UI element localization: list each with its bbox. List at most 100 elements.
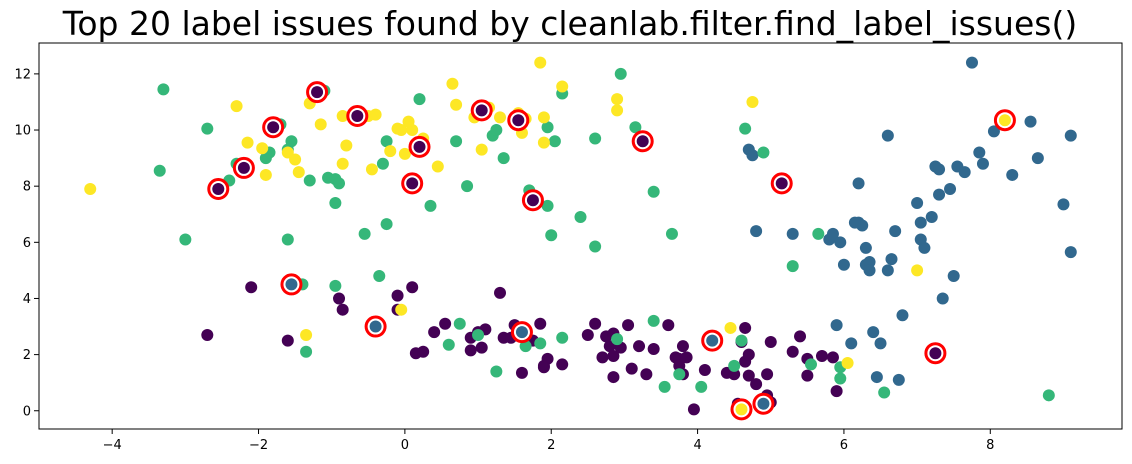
data-point-class-0 [742,369,755,382]
data-point-class-2 [695,380,708,393]
data-point-class-1 [750,225,763,238]
data-point-class-0 [750,378,763,391]
data-point-class-2 [665,227,678,240]
data-point-class-0 [537,361,550,374]
data-point-class-0 [676,340,689,353]
data-point-class-0 [742,348,755,361]
data-point-class-2 [472,328,485,341]
x-tick-label: −2 [249,438,268,453]
label-issue-point [735,403,748,416]
data-point-class-0 [764,335,777,348]
data-point-class-2 [647,185,660,198]
label-issue-point [406,177,419,190]
data-point-class-1 [1057,198,1070,211]
data-point-class-3 [384,145,397,158]
data-point-class-1 [914,216,927,229]
data-point-class-1 [896,309,909,322]
data-point-class-0 [333,292,346,305]
label-issue-point [237,161,250,174]
data-point-class-0 [687,403,700,416]
data-point-class-1 [918,241,931,254]
data-point-class-2 [157,83,170,96]
data-point-class-2 [541,121,554,134]
data-point-class-0 [439,317,452,330]
data-point-class-3 [534,56,547,69]
data-point-class-1 [965,56,978,69]
data-point-class-3 [84,182,97,195]
data-point-class-3 [314,118,327,131]
data-point-class-3 [537,136,550,149]
label-issue-point [285,278,298,291]
data-point-class-0 [680,351,693,364]
data-point-class-1 [874,337,887,350]
data-point-class-0 [391,289,404,302]
label-issue-point [212,182,225,195]
data-point-class-1 [976,157,989,170]
data-point-class-0 [647,342,660,355]
data-point-class-0 [406,281,419,294]
data-point-class-1 [852,177,865,190]
label-issue-point [311,86,324,99]
data-point-class-2 [497,152,510,165]
data-point-class-1 [936,292,949,305]
data-point-class-0 [794,330,807,343]
x-tick-label: 4 [693,438,701,453]
x-axis-ticks: −4 −2 0 2 4 6 8 [103,429,994,453]
data-point-class-2 [757,146,770,159]
data-point-class-3 [241,136,254,149]
data-point-class-2 [424,199,437,212]
data-point-class-3 [398,147,411,160]
data-point-class-3 [336,109,349,122]
data-point-class-0 [739,321,752,334]
label-issue-point [351,109,364,122]
data-point-class-1 [863,255,876,268]
data-point-class-2 [453,317,466,330]
data-point-class-1 [973,146,986,159]
data-point-class-1 [830,319,843,332]
data-point-class-2 [329,197,342,210]
data-point-class-3 [911,264,924,277]
data-point-class-3 [431,160,444,173]
data-point-class-0 [607,350,620,363]
data-point-class-2 [739,122,752,135]
data-point-class-0 [494,286,507,299]
data-point-class-2 [629,121,642,134]
data-point-class-3 [340,139,353,152]
data-point-class-1 [892,373,905,386]
data-point-class-0 [428,326,441,339]
label-issue-point [929,347,942,360]
label-issue-point [515,326,528,339]
plot-area-frame [38,42,1123,430]
y-tick-label: 12 [14,67,31,82]
data-point-class-2 [541,199,554,212]
data-point-class-1 [1024,115,1037,128]
x-tick-label: 2 [547,438,555,453]
data-point-class-2 [333,177,346,190]
label-issue-markers [207,81,1016,421]
data-point-class-3 [365,163,378,176]
y-tick-label: 4 [23,292,31,307]
y-tick-label: 0 [23,404,31,419]
label-issue-point [775,177,788,190]
data-point-class-0 [556,358,569,371]
data-point-class-2 [380,218,393,231]
x-tick-label: 6 [840,438,848,453]
data-point-class-0 [515,366,528,379]
data-point-class-2 [658,380,671,393]
data-point-class-2 [735,334,748,347]
data-point-class-2 [545,229,558,242]
data-point-class-1 [944,182,957,195]
chart-title: Top 20 label issues found by cleanlab.fi… [62,4,1078,43]
data-point-class-2 [281,233,294,246]
data-point-class-0 [698,364,711,377]
x-tick-label: −4 [103,438,122,453]
data-point-class-1 [867,326,880,339]
data-point-class-2 [548,135,561,148]
data-point-class-3 [841,357,854,370]
label-issue-point [512,114,525,127]
data-point-class-1 [863,264,876,277]
data-point-class-3 [336,157,349,170]
data-point-class-1 [933,163,946,176]
data-point-class-2 [673,368,686,381]
